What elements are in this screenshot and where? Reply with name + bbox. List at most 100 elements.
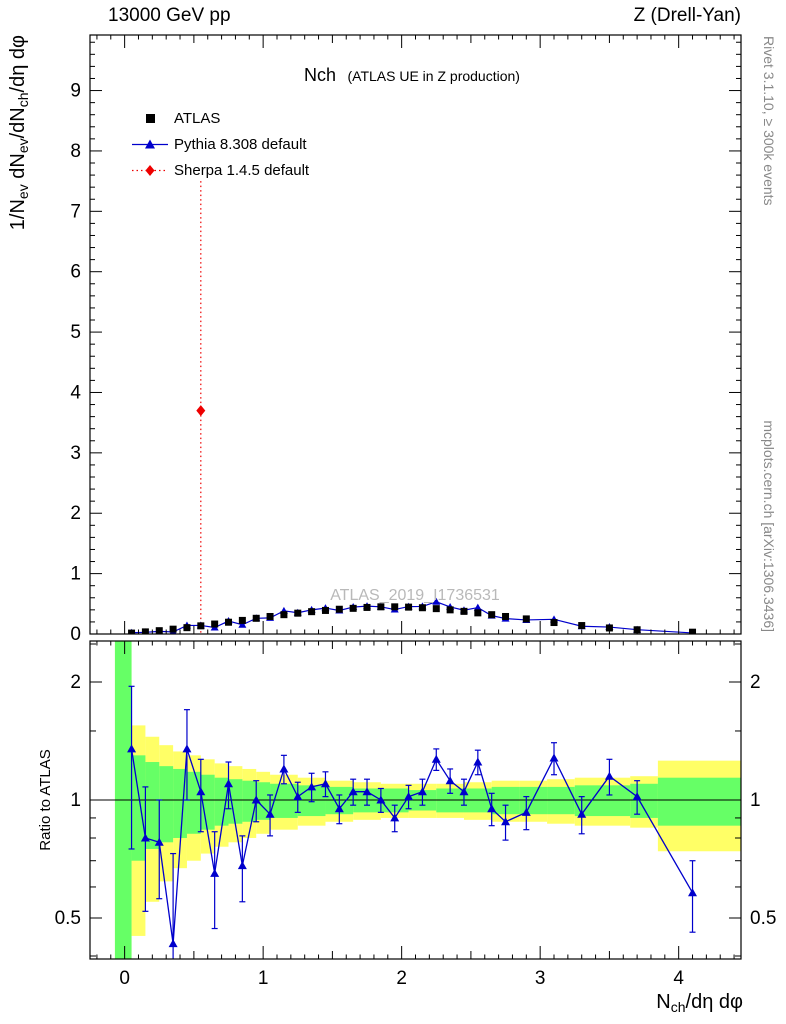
header-beam-label: 13000 GeV pp [108,5,231,26]
green-band-segment [519,786,548,815]
green-band-segment [131,755,146,861]
mcplots-arxiv-note: mcplots.cern.ch [arXiv:1306.3436] [761,420,777,632]
main-y-axis-title: 1/Nev dNev/dNch/dη dφ [7,35,31,230]
ratio-point [487,804,497,813]
main-y-tick-label: 3 [70,443,81,464]
ratio-y-tick-label-right: 1 [750,790,761,811]
ratio-point [182,744,192,753]
green-band-segment [159,766,174,843]
ratio-point [362,787,372,796]
pythia-point [473,603,482,611]
ratio-y-axis-title: Ratio to ATLAS [37,749,54,850]
ratio-point [577,809,587,818]
atlas-point [349,604,357,612]
header-process-label: Z (Drell-Yan) [634,5,741,26]
atlas-point [183,624,191,632]
x-tick-label: 4 [673,968,684,989]
ratio-y-tick-label-right: 0.5 [750,908,776,929]
ratio-point [417,787,427,796]
ratio-point [168,939,178,948]
watermark-analysis-id: ATLAS_2019_I1736531 [330,587,500,604]
green-band-segment [228,779,243,824]
legend-marker-pythia [145,139,155,149]
plot-title-main: Nch [304,65,336,85]
ratio-point [390,813,400,822]
ratio-y-tick-label-left: 0.5 [55,908,81,929]
ratio-point [224,779,234,788]
ratio-point [404,792,414,801]
pythia-point [432,597,441,605]
ratio-point [376,795,386,804]
atlas-point [128,629,136,634]
legend-label-sherpa: Sherpa 1.4.5 default [174,162,310,179]
green-band-segment [602,785,631,817]
ratio-point [348,787,358,796]
atlas-point [418,604,426,612]
atlas-point [321,606,329,614]
legend-label-pythia: Pythia 8.308 default [174,136,307,153]
uncertainty-bands [114,641,741,959]
x-tick-label: 0 [119,968,130,989]
green-band-segment [214,777,229,826]
ratio-point [320,779,330,788]
pythia-point [238,620,247,628]
main-y-tick-label: 5 [70,322,81,343]
ratio-point [445,776,455,785]
atlas-point [488,611,496,619]
ratio-point [279,764,289,773]
legend-markers [132,114,168,176]
main-y-tick-label: 9 [70,81,81,102]
green-band-segment [242,780,257,822]
rivet-version-note: Rivet 3.1.10, ≥ 300k events [761,36,777,206]
main-y-tick-label: 8 [70,141,81,162]
atlas-point [460,607,468,615]
atlas-point [432,605,440,613]
ratio-point [127,744,137,753]
ratio-point [688,888,698,897]
green-band-segment [173,768,187,838]
atlas-point [308,608,316,616]
ratio-point [521,807,531,816]
atlas-point [522,615,530,623]
atlas-point [391,603,399,611]
main-series [128,181,697,634]
atlas-point [405,603,413,611]
ratio-point [604,771,614,780]
atlas-point [474,609,482,617]
main-y-tick-label: 7 [70,201,81,222]
atlas-point [294,609,302,617]
x-tick-label: 3 [535,968,546,989]
ratio-point [549,753,559,762]
green-band-segment [630,783,658,818]
legend-marker-sherpa [145,165,155,176]
ratio-point [501,817,511,826]
atlas-point [550,619,558,627]
main-y-tick-label: 4 [70,382,81,403]
green-band-segment [145,762,160,849]
atlas-point [141,628,149,634]
legend: ATLAS Pythia 8.308 default Sherpa 1.4.5 … [174,110,310,179]
atlas-point [225,618,233,626]
ratio-point [334,804,344,813]
atlas-point [238,616,246,624]
ratio-point [251,795,261,804]
atlas-point [335,605,343,613]
atlas-point [578,622,586,630]
ratio-point [196,787,206,796]
ratio-point [632,792,642,801]
ratio-point [265,809,275,818]
atlas-point [266,612,274,620]
ratio-point [473,757,483,766]
ratio-point [459,787,469,796]
main-y-tick-label: 0 [70,624,81,645]
legend-marker-atlas [146,114,155,123]
atlas-point [155,627,163,634]
sherpa-point [196,405,206,417]
atlas-point [211,620,219,628]
atlas-point [363,603,371,611]
ratio-point [293,792,303,801]
atlas-point [252,614,260,622]
atlas-point [502,612,510,620]
ratio-point [210,868,220,877]
